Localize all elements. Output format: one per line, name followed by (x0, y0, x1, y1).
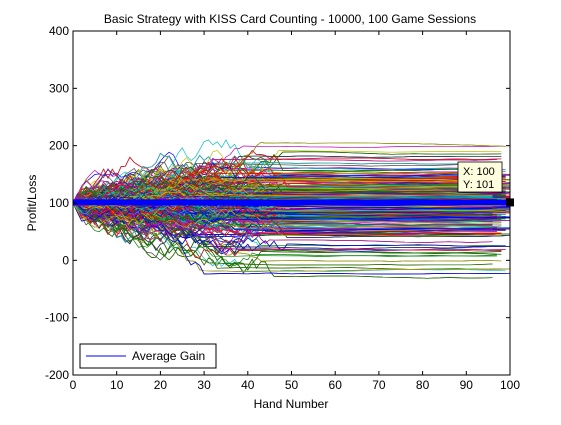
x-tick-label: 30 (197, 378, 211, 392)
y-tick-label: 0 (62, 253, 69, 267)
datatip-y-label: Y: 101 (463, 179, 494, 191)
session-trace (73, 202, 506, 251)
x-axis-label: Hand Number (254, 397, 329, 411)
session-trace (73, 199, 506, 228)
y-tick-label: 200 (49, 139, 69, 153)
datatip-box (457, 161, 503, 193)
x-tick-label: 50 (285, 378, 299, 392)
y-tick-label: -100 (45, 311, 69, 325)
y-axis-label: Profit/Loss (25, 175, 39, 232)
datatip-x-label: X: 100 (463, 166, 495, 178)
session-trace (73, 202, 506, 253)
x-tick-label: 10 (110, 378, 124, 392)
session-trace (73, 163, 506, 210)
x-tick-label: 70 (372, 378, 386, 392)
x-tick-label: 60 (329, 378, 343, 392)
x-tick-label: 0 (70, 378, 77, 392)
y-tick-label: 100 (49, 196, 69, 210)
x-tick-label: 20 (154, 378, 168, 392)
x-axis: 0 10 20 30 40 50 60 70 80 90 100 (70, 31, 520, 392)
session-trace (73, 183, 493, 211)
y-tick-label: 300 (49, 81, 69, 95)
session-trace (73, 201, 502, 237)
y-tick-label: 400 (49, 24, 69, 38)
session-trace (73, 202, 502, 236)
session-trace (73, 202, 510, 275)
legend-label-average-gain: Average Gain (132, 349, 205, 363)
x-tick-label: 40 (241, 378, 255, 392)
datatip-marker[interactable] (506, 198, 514, 207)
y-tick-label: -200 (45, 368, 69, 382)
session-trace (73, 174, 502, 204)
chart-title: Basic Strategy with KISS Card Counting -… (104, 12, 476, 26)
legend[interactable]: Average Gain (79, 343, 217, 369)
session-trace (73, 153, 502, 258)
x-tick-label: 90 (460, 378, 474, 392)
x-tick-label: 80 (416, 378, 430, 392)
y-axis: -200 -100 0 100 200 300 400 (45, 24, 510, 382)
x-tick-label: 100 (500, 378, 520, 392)
